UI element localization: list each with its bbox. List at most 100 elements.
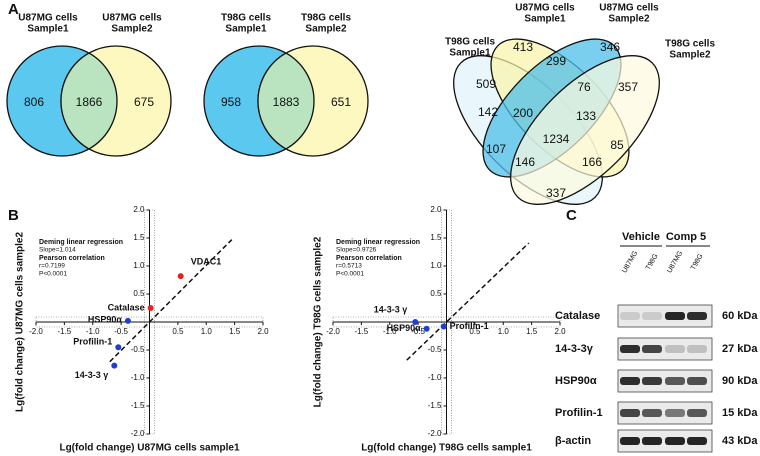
band xyxy=(665,312,685,320)
y-tick-label: -1.5 xyxy=(428,401,442,410)
x-axis-label: Lg(fold change) U87MG cells sample1 xyxy=(59,443,239,454)
protein-label: 14-3-3γ xyxy=(555,343,594,355)
venn-count: 337 xyxy=(546,186,566,200)
y-tick-label: 1.0 xyxy=(430,261,442,270)
annotation: Slope=1.014 xyxy=(39,247,76,254)
annotation: Deming linear regression xyxy=(39,239,123,246)
venn-set-label: Sample1 xyxy=(27,24,69,35)
x-tick-label: 1.0 xyxy=(498,327,510,336)
x-tick-label: -1.5 xyxy=(354,327,368,336)
venn-set-label: U87MG cells xyxy=(599,3,659,14)
y-tick-label: 1.0 xyxy=(133,261,145,270)
panel-label: A xyxy=(8,1,19,18)
y-tick-label: 2.0 xyxy=(430,205,442,214)
venn-count: 85 xyxy=(610,138,624,152)
band xyxy=(687,345,707,353)
highlight-point xyxy=(177,273,184,280)
venn-set-label: Sample1 xyxy=(225,24,267,35)
annotation: Deming linear regression xyxy=(336,239,420,246)
venn-count: 1883 xyxy=(273,95,300,109)
band xyxy=(687,409,707,417)
size-label: 90 kDa xyxy=(722,375,758,387)
x-tick-label: -0.5 xyxy=(411,327,425,336)
band xyxy=(620,437,640,445)
venn-set-label: T98G cells xyxy=(221,13,271,24)
y-tick-label: -2.0 xyxy=(428,429,442,438)
point-label: Profilin-1 xyxy=(450,321,489,331)
x-axis-label: Lg(fold change) T98G cells sample1 xyxy=(361,443,532,454)
x-tick-label: 1.5 xyxy=(526,327,538,336)
venn-count: 346 xyxy=(600,40,620,54)
x-tick-label: 2.0 xyxy=(554,327,566,336)
y-tick-label: -1.0 xyxy=(428,373,442,382)
venn-count: 107 xyxy=(486,142,506,156)
blot-strip xyxy=(617,337,713,361)
venn-set xyxy=(510,55,660,205)
size-label: 27 kDa xyxy=(722,343,758,355)
band xyxy=(642,409,662,417)
x-tick-label: 2.0 xyxy=(257,327,269,336)
band xyxy=(642,437,662,445)
point-label: HSP90α xyxy=(387,323,422,333)
y-tick-label: -2.0 xyxy=(131,429,145,438)
band xyxy=(620,377,640,385)
lane-label: T98G xyxy=(645,253,660,272)
band xyxy=(687,437,707,445)
protein-label: Catalase xyxy=(555,310,600,322)
y-tick-label: -1.5 xyxy=(131,401,145,410)
blot-group: Vehicle xyxy=(622,231,660,243)
regression-line xyxy=(109,239,233,363)
venn-count: 509 xyxy=(476,77,496,91)
venn-count: 675 xyxy=(134,95,154,109)
y-tick-label: 1.5 xyxy=(133,233,145,242)
lane-label: U87MG xyxy=(666,250,684,274)
band xyxy=(642,345,662,353)
venn-set-label: Sample2 xyxy=(669,50,711,61)
band xyxy=(665,377,685,385)
venn-set-label: Sample2 xyxy=(608,14,650,25)
annotation: r=0.5713 xyxy=(336,263,362,270)
highlight-point xyxy=(147,305,154,311)
x-tick-label: 0.5 xyxy=(172,327,184,336)
venn-count: 1234 xyxy=(543,132,570,146)
highlight-point xyxy=(423,325,430,332)
venn-set-label: Sample2 xyxy=(305,24,347,35)
x-tick-label: 1.5 xyxy=(229,327,241,336)
venn-count: 413 xyxy=(513,40,533,54)
y-axis-label: Lg(fold change) U87MG cells sample2 xyxy=(15,232,26,412)
venn-overlap xyxy=(60,52,118,150)
y-tick-label: 2.0 xyxy=(133,205,145,214)
size-label: 43 kDa xyxy=(722,435,758,447)
x-tick-label: -1.5 xyxy=(57,327,71,336)
annotation: Pearson correlation xyxy=(39,255,105,262)
venn-set-label: T98G cells xyxy=(301,13,351,24)
x-tick-label: 1.0 xyxy=(201,327,213,336)
protein-label: β-actin xyxy=(555,435,591,447)
band xyxy=(665,437,685,445)
y-tick-label: -0.5 xyxy=(131,345,145,354)
venn-set-label: Sample2 xyxy=(111,24,153,35)
x-tick-label: -2.0 xyxy=(29,327,43,336)
point-label: 14-3-3 γ xyxy=(374,304,408,314)
venn-count: 142 xyxy=(478,105,498,119)
venn-count: 1866 xyxy=(76,95,103,109)
x-tick-label: -1.0 xyxy=(383,327,397,336)
y-tick-label: 0.5 xyxy=(430,289,442,298)
band xyxy=(620,345,640,353)
venn-set-label: Sample1 xyxy=(449,48,491,59)
highlight-point xyxy=(124,317,131,324)
annotation: r=0.7199 xyxy=(39,263,65,270)
venn-count: 299 xyxy=(546,54,566,68)
y-axis-label: Lg(fold change) T98G cells sample2 xyxy=(313,236,324,407)
protein-label: HSP90α xyxy=(555,375,597,387)
annotation: Pearson correlation xyxy=(336,255,402,262)
y-tick-label: 1.5 xyxy=(430,233,442,242)
blot-group: Comp 5 xyxy=(666,231,706,243)
annotation: P<0.0001 xyxy=(336,271,364,278)
venn-set-label: Sample1 xyxy=(524,14,566,25)
annotation: Slope=0.9726 xyxy=(336,247,377,254)
band xyxy=(620,312,640,320)
band xyxy=(687,312,707,320)
venn-count: 651 xyxy=(331,95,351,109)
